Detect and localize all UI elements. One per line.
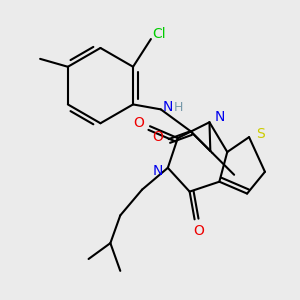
Text: O: O (152, 130, 163, 144)
Text: N: N (153, 164, 163, 178)
Text: O: O (134, 116, 145, 130)
Text: N: N (214, 110, 224, 124)
Text: H: H (174, 101, 183, 114)
Text: S: S (256, 127, 265, 141)
Text: Cl: Cl (152, 27, 166, 41)
Text: N: N (163, 100, 173, 114)
Text: O: O (193, 224, 204, 238)
